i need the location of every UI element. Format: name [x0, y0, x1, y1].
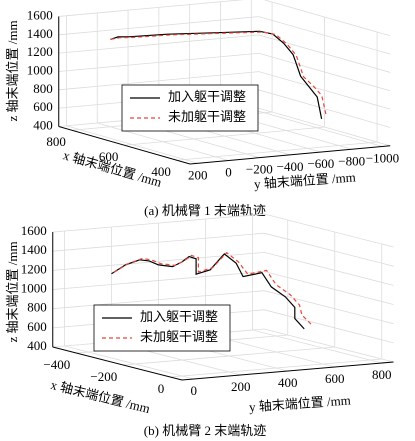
grid-line — [58, 34, 391, 73]
z-tick-label: 800 — [33, 81, 53, 96]
grid-line — [52, 290, 394, 325]
grid-line — [123, 232, 336, 366]
y-tick-label: 200 — [231, 379, 251, 394]
x-tick-label: −400 — [43, 357, 70, 372]
grid-line — [52, 251, 394, 286]
grid-line — [58, 71, 391, 110]
z-tick-label: 1600 — [27, 7, 53, 22]
grid-line — [52, 232, 394, 267]
trajectory-line — [111, 253, 305, 330]
z-tick-label: 1400 — [21, 242, 47, 257]
z-tick-label: 1200 — [21, 261, 47, 276]
legend-box — [93, 304, 231, 352]
trajectory-line — [113, 251, 312, 325]
y-axis — [189, 145, 391, 165]
y-tick-label: −200 — [246, 162, 273, 177]
grid-line — [58, 16, 391, 55]
legend-label: 未加躯干调整 — [168, 109, 246, 124]
grid-line — [52, 213, 394, 248]
y-tick-label: −600 — [307, 156, 334, 171]
legend-label: 加入躯干调整 — [140, 309, 218, 324]
grid-line — [52, 271, 394, 305]
y-tick-label: −400 — [277, 159, 304, 174]
grid-line — [124, 17, 325, 146]
legend-box — [121, 84, 259, 132]
x-tick-label: 0 — [158, 381, 165, 396]
z-tick-label: 1400 — [27, 26, 53, 41]
trajectory-line — [110, 31, 327, 116]
z-axis-label: z 轴末端位置 /mm — [5, 241, 20, 342]
x-tick-label: 600 — [99, 149, 119, 164]
z-tick-label: 1200 — [27, 44, 53, 59]
z-tick-label: 1000 — [27, 62, 53, 77]
legend-label: 加入躯干调整 — [168, 89, 246, 104]
z-tick-label: 600 — [27, 319, 47, 334]
y-tick-label: 0 — [191, 383, 198, 398]
chart-caption: (b) 机械臂 2 末端轨迹 — [144, 423, 266, 438]
y-tick-label: 600 — [325, 371, 345, 386]
y-axis — [181, 361, 394, 381]
y-tick-label: 200 — [188, 167, 208, 182]
grid-line — [66, 15, 198, 164]
grid-line — [158, 7, 291, 156]
y-tick-label: 800 — [372, 367, 392, 382]
y-axis-label: y 轴末端位置 /mm — [254, 169, 357, 191]
z-tick-label: 400 — [33, 117, 53, 132]
x-tick-label: 800 — [46, 134, 66, 149]
x-axis — [58, 126, 191, 165]
x-tick-label: 400 — [151, 164, 171, 179]
grid-line — [111, 227, 241, 376]
z-axis-label: z 轴末端位置 /mm — [5, 20, 20, 121]
grid-line — [176, 32, 378, 161]
z-tick-label: 800 — [27, 300, 47, 315]
legend-label: 未加躯干调整 — [140, 329, 218, 344]
z-tick-label: 1000 — [21, 281, 47, 296]
grid-line — [96, 12, 229, 161]
grid-line — [64, 231, 194, 380]
z-tick-label: 600 — [33, 99, 53, 114]
grid-line — [58, 52, 391, 92]
grid-line — [58, 0, 391, 37]
y-axis-label: y 轴末端位置 /mm — [249, 392, 352, 414]
y-tick-label: 400 — [278, 375, 298, 390]
chart-caption: (a) 机械臂 1 末端轨迹 — [144, 203, 266, 218]
y-tick-label: 0 — [225, 164, 232, 179]
grid-line — [170, 244, 383, 378]
grid-line — [252, 215, 382, 364]
z-tick-label: 400 — [27, 338, 47, 353]
y-tick-label: −800 — [338, 153, 365, 168]
x-axis — [52, 346, 183, 381]
y-tick-label: −1000 — [366, 150, 399, 165]
trajectory-line — [110, 30, 323, 120]
z-tick-label: 1600 — [21, 223, 47, 238]
x-tick-label: −200 — [90, 369, 117, 384]
